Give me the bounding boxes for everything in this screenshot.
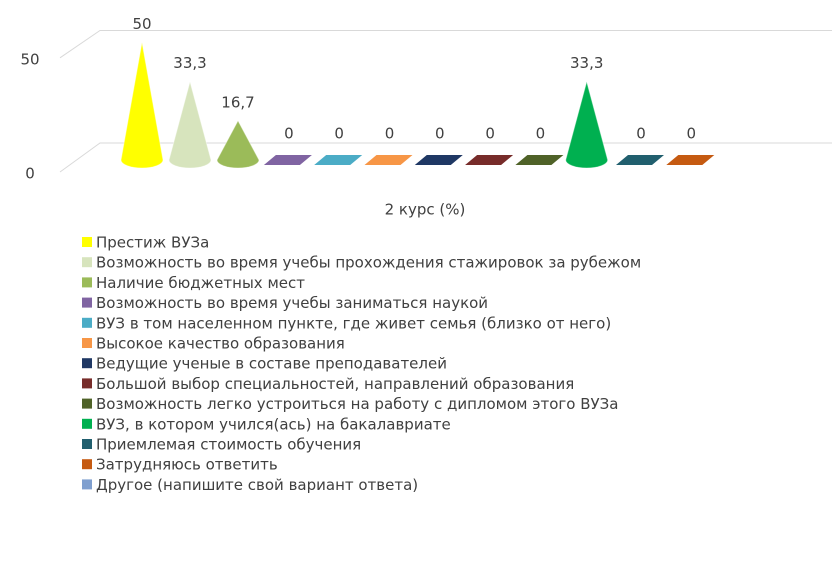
data-label: 16,7 <box>221 93 254 111</box>
bar <box>216 119 260 169</box>
data-label: 0 <box>485 125 495 143</box>
legend-swatch <box>82 358 92 369</box>
y-tick-label: 50 <box>20 50 39 68</box>
legend-swatch <box>82 398 92 409</box>
data-label: 33,3 <box>570 54 603 72</box>
legend-swatch <box>82 338 92 348</box>
legend-swatch <box>82 479 92 490</box>
category-label: 2 курс (%) <box>385 201 466 219</box>
bar <box>565 79 609 169</box>
bar <box>666 155 715 165</box>
legend-swatch <box>82 277 92 288</box>
legend-swatch <box>82 317 92 328</box>
legend-label: Высокое качество образования <box>96 335 345 353</box>
bar <box>515 155 564 165</box>
legend-swatch <box>82 459 92 470</box>
legend-label: Возможность легко устроиться на работу с… <box>96 395 618 413</box>
legend-label: Приемлемая стоимость обучения <box>96 436 361 454</box>
data-label: 0 <box>284 125 294 143</box>
data-label: 0 <box>687 125 697 143</box>
legend-label: Возможность во время учебы заниматься на… <box>96 294 488 312</box>
bar <box>616 155 664 165</box>
data-label: 0 <box>435 125 445 143</box>
legend-swatch <box>82 237 92 247</box>
legend-swatch <box>82 297 92 308</box>
bar <box>364 155 413 165</box>
legend-swatch <box>82 418 92 429</box>
data-label: 0 <box>334 125 344 143</box>
legend-label: Ведущие ученые в составе преподавателей <box>96 355 447 373</box>
legend-label: Престиж ВУЗа <box>96 234 209 252</box>
bar <box>168 79 212 169</box>
legend-swatch <box>82 257 92 268</box>
bar <box>465 155 514 165</box>
legend-label: ВУЗ, в котором учился(ась) на бакалавриа… <box>96 415 451 433</box>
legend-label: Возможность во время учебы прохождения с… <box>96 254 641 272</box>
legend-label: Затрудняюсь ответить <box>96 456 278 474</box>
legend-swatch <box>82 378 92 389</box>
legend-swatch <box>82 439 92 449</box>
data-label: 50 <box>132 15 151 33</box>
legend-label: Другое (напишите свой вариант ответа) <box>96 476 418 494</box>
data-label: 0 <box>636 125 646 143</box>
data-label: 0 <box>385 125 395 143</box>
data-label: 33,3 <box>173 54 206 72</box>
legend-label: Большой выбор специальностей, направлени… <box>96 375 574 393</box>
y-tick-label: 0 <box>25 165 35 183</box>
bar <box>314 155 363 165</box>
legend-label: Наличие бюджетных мест <box>96 274 305 292</box>
legend-label: ВУЗ в том населенном пункте, где живет с… <box>96 314 611 332</box>
bar <box>263 155 312 165</box>
bar <box>414 155 463 165</box>
grid-line <box>59 30 832 59</box>
bar <box>120 42 164 169</box>
data-label: 0 <box>536 125 546 143</box>
